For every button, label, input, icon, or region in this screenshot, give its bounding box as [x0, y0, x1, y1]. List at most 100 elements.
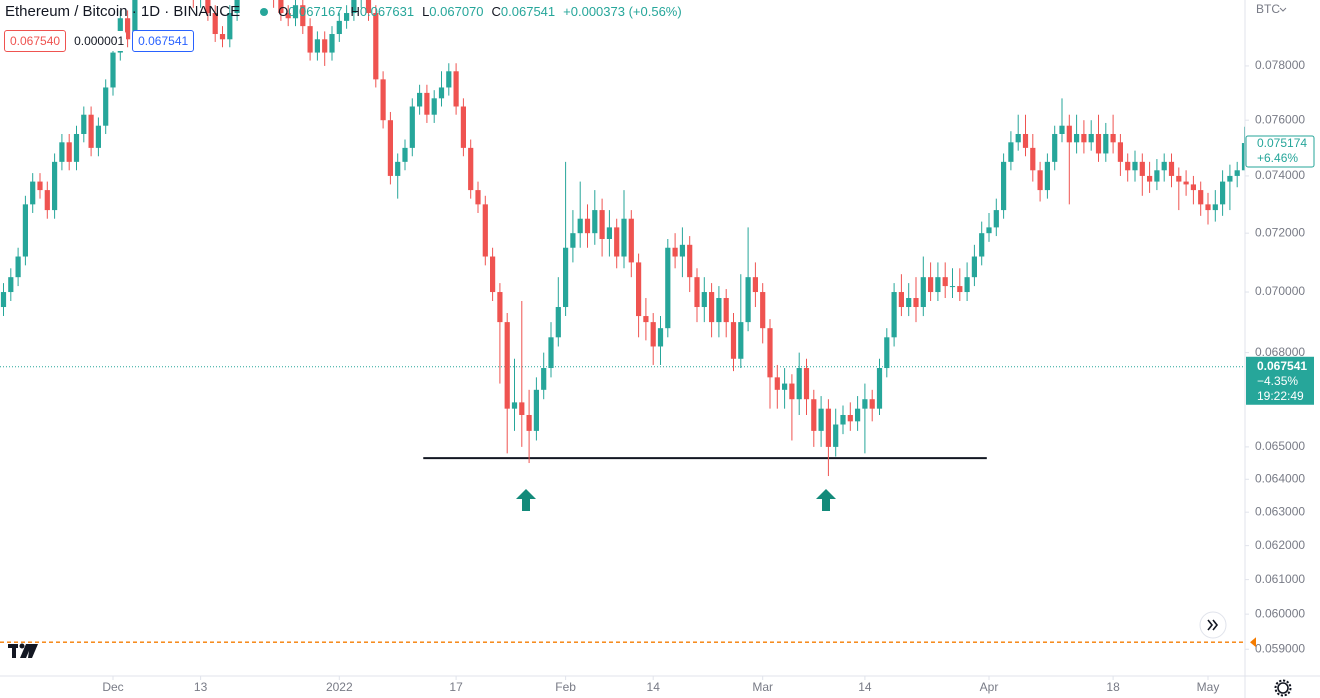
axes: 0.078000 0.076000 0.074000 0.072000 0.070000… [102, 58, 1305, 694]
candle-body [8, 277, 14, 293]
candle-body [292, 5, 299, 19]
candle-body [876, 368, 883, 409]
candle-body [300, 5, 306, 27]
candle-body [511, 402, 518, 409]
candle-body [920, 277, 926, 308]
candle-body [928, 277, 934, 293]
candle-body [811, 399, 817, 431]
logo [8, 643, 38, 658]
x-tick-label: 2022 [326, 680, 353, 694]
settings-button[interactable] [1274, 679, 1292, 697]
candle-body [307, 26, 313, 53]
candle-body [723, 298, 729, 323]
y-tick-label: 0.063000 [1255, 504, 1305, 518]
candle-body [0, 292, 7, 308]
candle-body [643, 316, 649, 323]
x-tick-label: 13 [194, 680, 208, 694]
candle-body [1190, 184, 1196, 191]
candle-body [825, 408, 831, 447]
bottom-arrow [816, 489, 836, 511]
ohlc: O 0.067167 H 0.067631 L 0.067070 C 0.067541 [278, 4, 563, 19]
candle-body [1030, 147, 1036, 171]
ohlc-key: O [278, 4, 289, 19]
candle-body [986, 227, 992, 234]
candle-body [1001, 161, 1007, 211]
y-tick-label: 0.062000 [1255, 538, 1305, 552]
x-tick-label: 17 [449, 680, 463, 694]
candle-body [548, 337, 554, 369]
candle-body [1015, 133, 1021, 143]
ohlc-value: 0.067631 [359, 4, 415, 19]
countdown-label: 19:22:49 [1257, 389, 1304, 403]
candle-body [66, 142, 72, 162]
candle-body [555, 307, 561, 338]
candle-body [1227, 175, 1233, 182]
candle-body [650, 322, 656, 347]
candle-body [840, 414, 846, 425]
candle-body [628, 218, 634, 263]
candle-body [373, 13, 379, 80]
candle-body [1074, 133, 1080, 143]
buy-price[interactable]: 0.067541 [132, 30, 195, 52]
candle-body [592, 210, 598, 234]
candle-body [533, 389, 539, 431]
candle-body [1037, 170, 1043, 191]
candle-body [15, 256, 21, 278]
candle-body [37, 181, 43, 191]
candle-body [767, 328, 773, 378]
candle-body [453, 71, 459, 107]
candle-body [81, 114, 87, 134]
y-tick-label: 0.072000 [1255, 225, 1305, 239]
ohlc-value: 0.067167 [288, 4, 343, 19]
candle-body [351, 0, 357, 14]
status-dot [260, 7, 269, 16]
candle-body [446, 71, 452, 88]
candle-body [395, 161, 401, 176]
candle-body [745, 277, 751, 323]
candle-body [760, 292, 766, 329]
candle-body [774, 377, 780, 390]
scroll-button[interactable] [1199, 611, 1227, 639]
sell-price[interactable]: 0.067540 [4, 30, 67, 52]
candle-body [730, 322, 737, 359]
alert-marker [1250, 637, 1256, 648]
candle-body [584, 218, 591, 234]
candle-body [657, 328, 664, 347]
candle-body [898, 292, 904, 308]
candle-body [679, 244, 685, 257]
candle-body [468, 147, 474, 191]
candle-body [1052, 133, 1058, 162]
candle-body [314, 39, 320, 53]
y-tick-label: 0.059000 [1255, 641, 1305, 655]
candle-body [285, 13, 291, 19]
candle-body [687, 244, 693, 278]
ohlc-key: L [422, 4, 430, 19]
candle-body [665, 247, 671, 329]
candle-body [205, 0, 211, 14]
candle-body [789, 383, 795, 400]
candle-body [694, 277, 700, 308]
candle-body [1161, 161, 1167, 171]
candle-body [132, 0, 138, 40]
y-tick-label: 0.061000 [1255, 572, 1305, 586]
candle-body [387, 120, 393, 176]
candle-body [1022, 133, 1029, 148]
currency-caret [1279, 7, 1287, 12]
candle-body [73, 133, 80, 162]
candle-body [482, 204, 488, 257]
candle-body [577, 218, 583, 234]
candle-body [1205, 204, 1211, 211]
x-tick-label: Mar [752, 680, 773, 694]
y-tick-label: 0.076000 [1255, 112, 1305, 126]
currency-label[interactable]: BTC [1256, 2, 1280, 16]
candle-body [738, 322, 744, 359]
candle-body [942, 277, 948, 287]
candle-body [833, 424, 839, 447]
y-tick-label: 0.060000 [1255, 606, 1305, 620]
candle-body [1212, 204, 1218, 211]
candle-body [701, 292, 707, 308]
y-tick-label: 0.068000 [1255, 345, 1305, 359]
candle-body [1095, 133, 1102, 154]
candle-body [125, 18, 131, 40]
